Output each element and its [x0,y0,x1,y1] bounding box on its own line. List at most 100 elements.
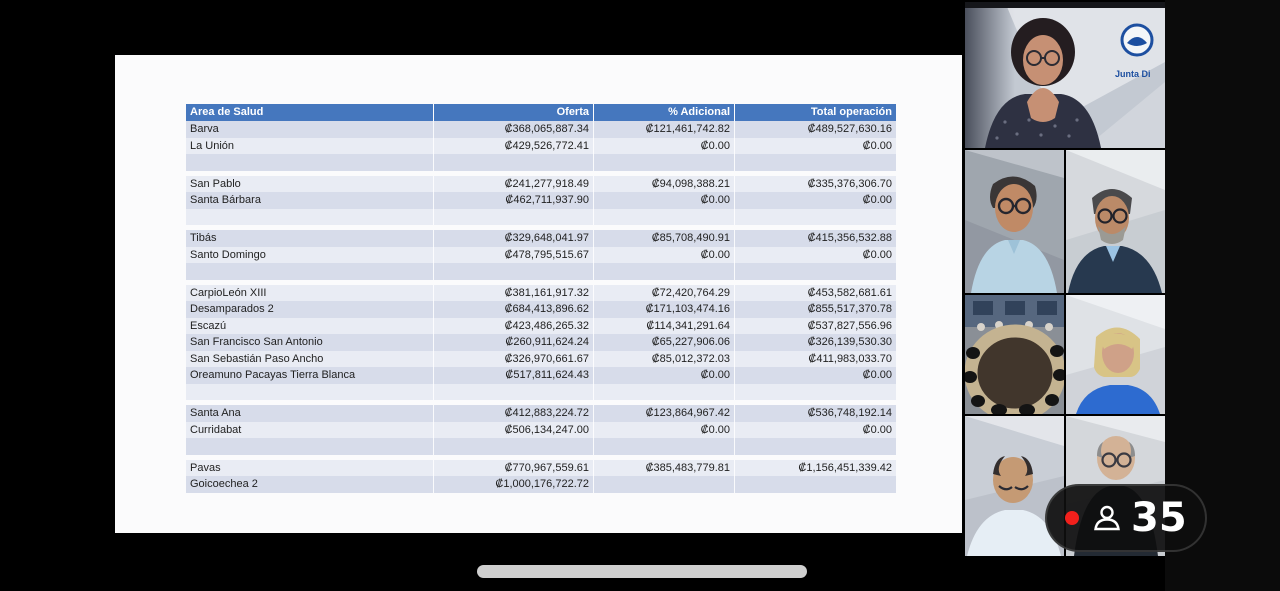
value-cell [735,476,896,493]
home-indicator[interactable] [477,565,807,578]
value-cell: ₡0.00 [594,421,735,438]
table-row: Desamparados 2 ₡684,413,896.62 ₡171,103,47… [186,301,896,318]
value-cell: ₡0.00 [862,194,892,206]
participant-video-2[interactable] [965,150,1064,293]
table-row: San Sebastián Paso Ancho ₡326,970,661.67 ₡… [186,350,896,367]
value-cell [735,154,896,171]
area-cell: Desamparados 2 [186,301,434,318]
shared-screen: Area de Salud Oferta % Adicional Total o… [115,55,962,533]
value-cell: ₡335,376,306.70 [807,177,892,190]
health-areas-table: Area de Salud Oferta % Adicional Total o… [186,104,896,493]
value-cell: ₡411,983,033.70 [808,352,892,365]
header-area-de-salud: Area de Salud [186,104,434,121]
header-total-operacion: Total operación [810,106,892,118]
value-cell: ₡489,527,630.16 [807,123,892,135]
value-cell: ₡770,967,559.61 [434,459,594,476]
table-gap-row [186,170,896,176]
area-cell [186,208,434,225]
value-cell [594,154,735,171]
table-row [186,383,896,401]
table-gap-row [186,400,896,405]
area-cell: San Sebastián Paso Ancho [186,350,434,367]
table-row [186,438,896,455]
table-row: Tibás ₡329,648,041.97 ₡85,708,490.91 ₡415,3… [186,230,896,247]
glasses-icon [1026,50,1060,66]
health-areas-table-body: Barva ₡368,065,887.34 ₡121,461,742.82 ₡489,… [186,121,896,493]
value-cell [434,263,594,280]
value-cell: ₡0.00 [594,246,735,263]
value-cell: ₡65,227,906.06 [594,334,735,351]
area-cell: CarpioLeón XIII [186,284,434,301]
value-cell: ₡517,811,624.43 [434,367,594,384]
value-cell: ₡478,795,515.67 [434,246,594,263]
area-cell: La Unión [186,137,434,154]
area-cell: Goicoechea 2 [186,476,434,493]
table-row [186,263,896,280]
area-cell: Tibás [186,230,434,247]
value-cell: ₡114,341,291.64 [594,317,735,334]
participant-video-5[interactable] [1066,295,1165,414]
table-row [186,208,896,226]
glasses-icon [998,485,1029,491]
participant-count-badge[interactable]: 35 [1045,484,1207,552]
boardroom-illustration [965,295,1064,414]
value-cell: ₡684,413,896.62 [434,301,594,318]
table-row [186,154,896,171]
participant-video-1[interactable]: Junta Di [965,2,1165,148]
value-cell: ₡415,356,532.88 [807,232,892,244]
header-adicional: % Adicional [594,104,735,121]
value-cell: ₡326,970,661.67 [434,350,594,367]
value-cell [434,154,594,171]
value-cell [735,438,896,455]
value-cell: ₡123,864,967.42 [594,405,735,422]
table-row: San Pablo ₡241,277,918.49 ₡94,098,388.21 ₡3… [186,175,896,192]
value-cell: ₡0.00 [862,139,892,152]
table-row: CarpioLeón XIII ₡381,161,917.32 ₡72,420,76… [186,284,896,301]
participant-1-illustration: Junta Di [965,2,1165,148]
value-cell: ₡329,648,041.97 [434,230,594,247]
area-cell [186,263,434,280]
value-cell: ₡1,156,451,339.42 [798,461,892,474]
value-cell [735,384,896,401]
value-cell [735,263,896,280]
glasses-icon [997,197,1032,215]
value-cell: ₡855,517,370.78 [807,303,892,315]
value-cell: ₡0.00 [594,367,735,384]
value-cell: ₡506,134,247.00 [434,421,594,438]
area-cell: Escazú [186,317,434,334]
value-cell: ₡121,461,742.82 [594,121,735,138]
value-cell [594,438,735,455]
value-cell: ₡381,161,917.32 [434,284,594,301]
table-row: Oreamuno Pacayas Tierra Blanca ₡517,811,6… [186,367,896,384]
area-cell: Santa Bárbara [186,192,434,209]
participant-count: 35 [1131,495,1187,541]
value-cell: ₡85,708,490.91 [594,230,735,247]
participant-video-4[interactable] [965,295,1064,414]
area-cell: San Pablo [186,175,434,192]
table-row: Santo Domingo ₡478,795,515.67 ₡0.00 ₡0.00 [186,246,896,263]
table-row: La Unión ₡429,526,772.41 ₡0.00 ₡0.00 [186,137,896,154]
table-row: San Francisco San Antonio ₡260,911,624.24… [186,334,896,351]
area-cell [186,438,434,455]
participant-3-illustration [1066,150,1165,293]
area-cell: Pavas [186,459,434,476]
value-cell [735,209,896,226]
participant-video-3[interactable] [1066,150,1165,293]
value-cell: ₡412,883,224.72 [434,405,594,422]
table-row: Santa Ana ₡412,883,224.72 ₡123,864,967.42 ₡… [186,405,896,422]
value-cell: ₡537,827,556.96 [807,319,892,332]
value-cell: ₡0.00 [862,423,892,436]
value-cell: ₡429,526,772.41 [434,137,594,154]
area-cell: Barva [186,121,434,138]
table-gap-row [186,454,896,460]
record-dot-icon [1065,511,1079,525]
area-cell [186,154,434,171]
person-icon [1094,505,1120,531]
value-cell: ₡423,486,265.32 [434,317,594,334]
value-cell: ₡94,098,388.21 [594,175,735,192]
header-oferta: Oferta [434,104,594,121]
value-cell: ₡385,483,779.81 [594,459,735,476]
area-cell: Santa Ana [186,405,434,422]
value-cell: ₡536,748,192.14 [807,407,892,419]
